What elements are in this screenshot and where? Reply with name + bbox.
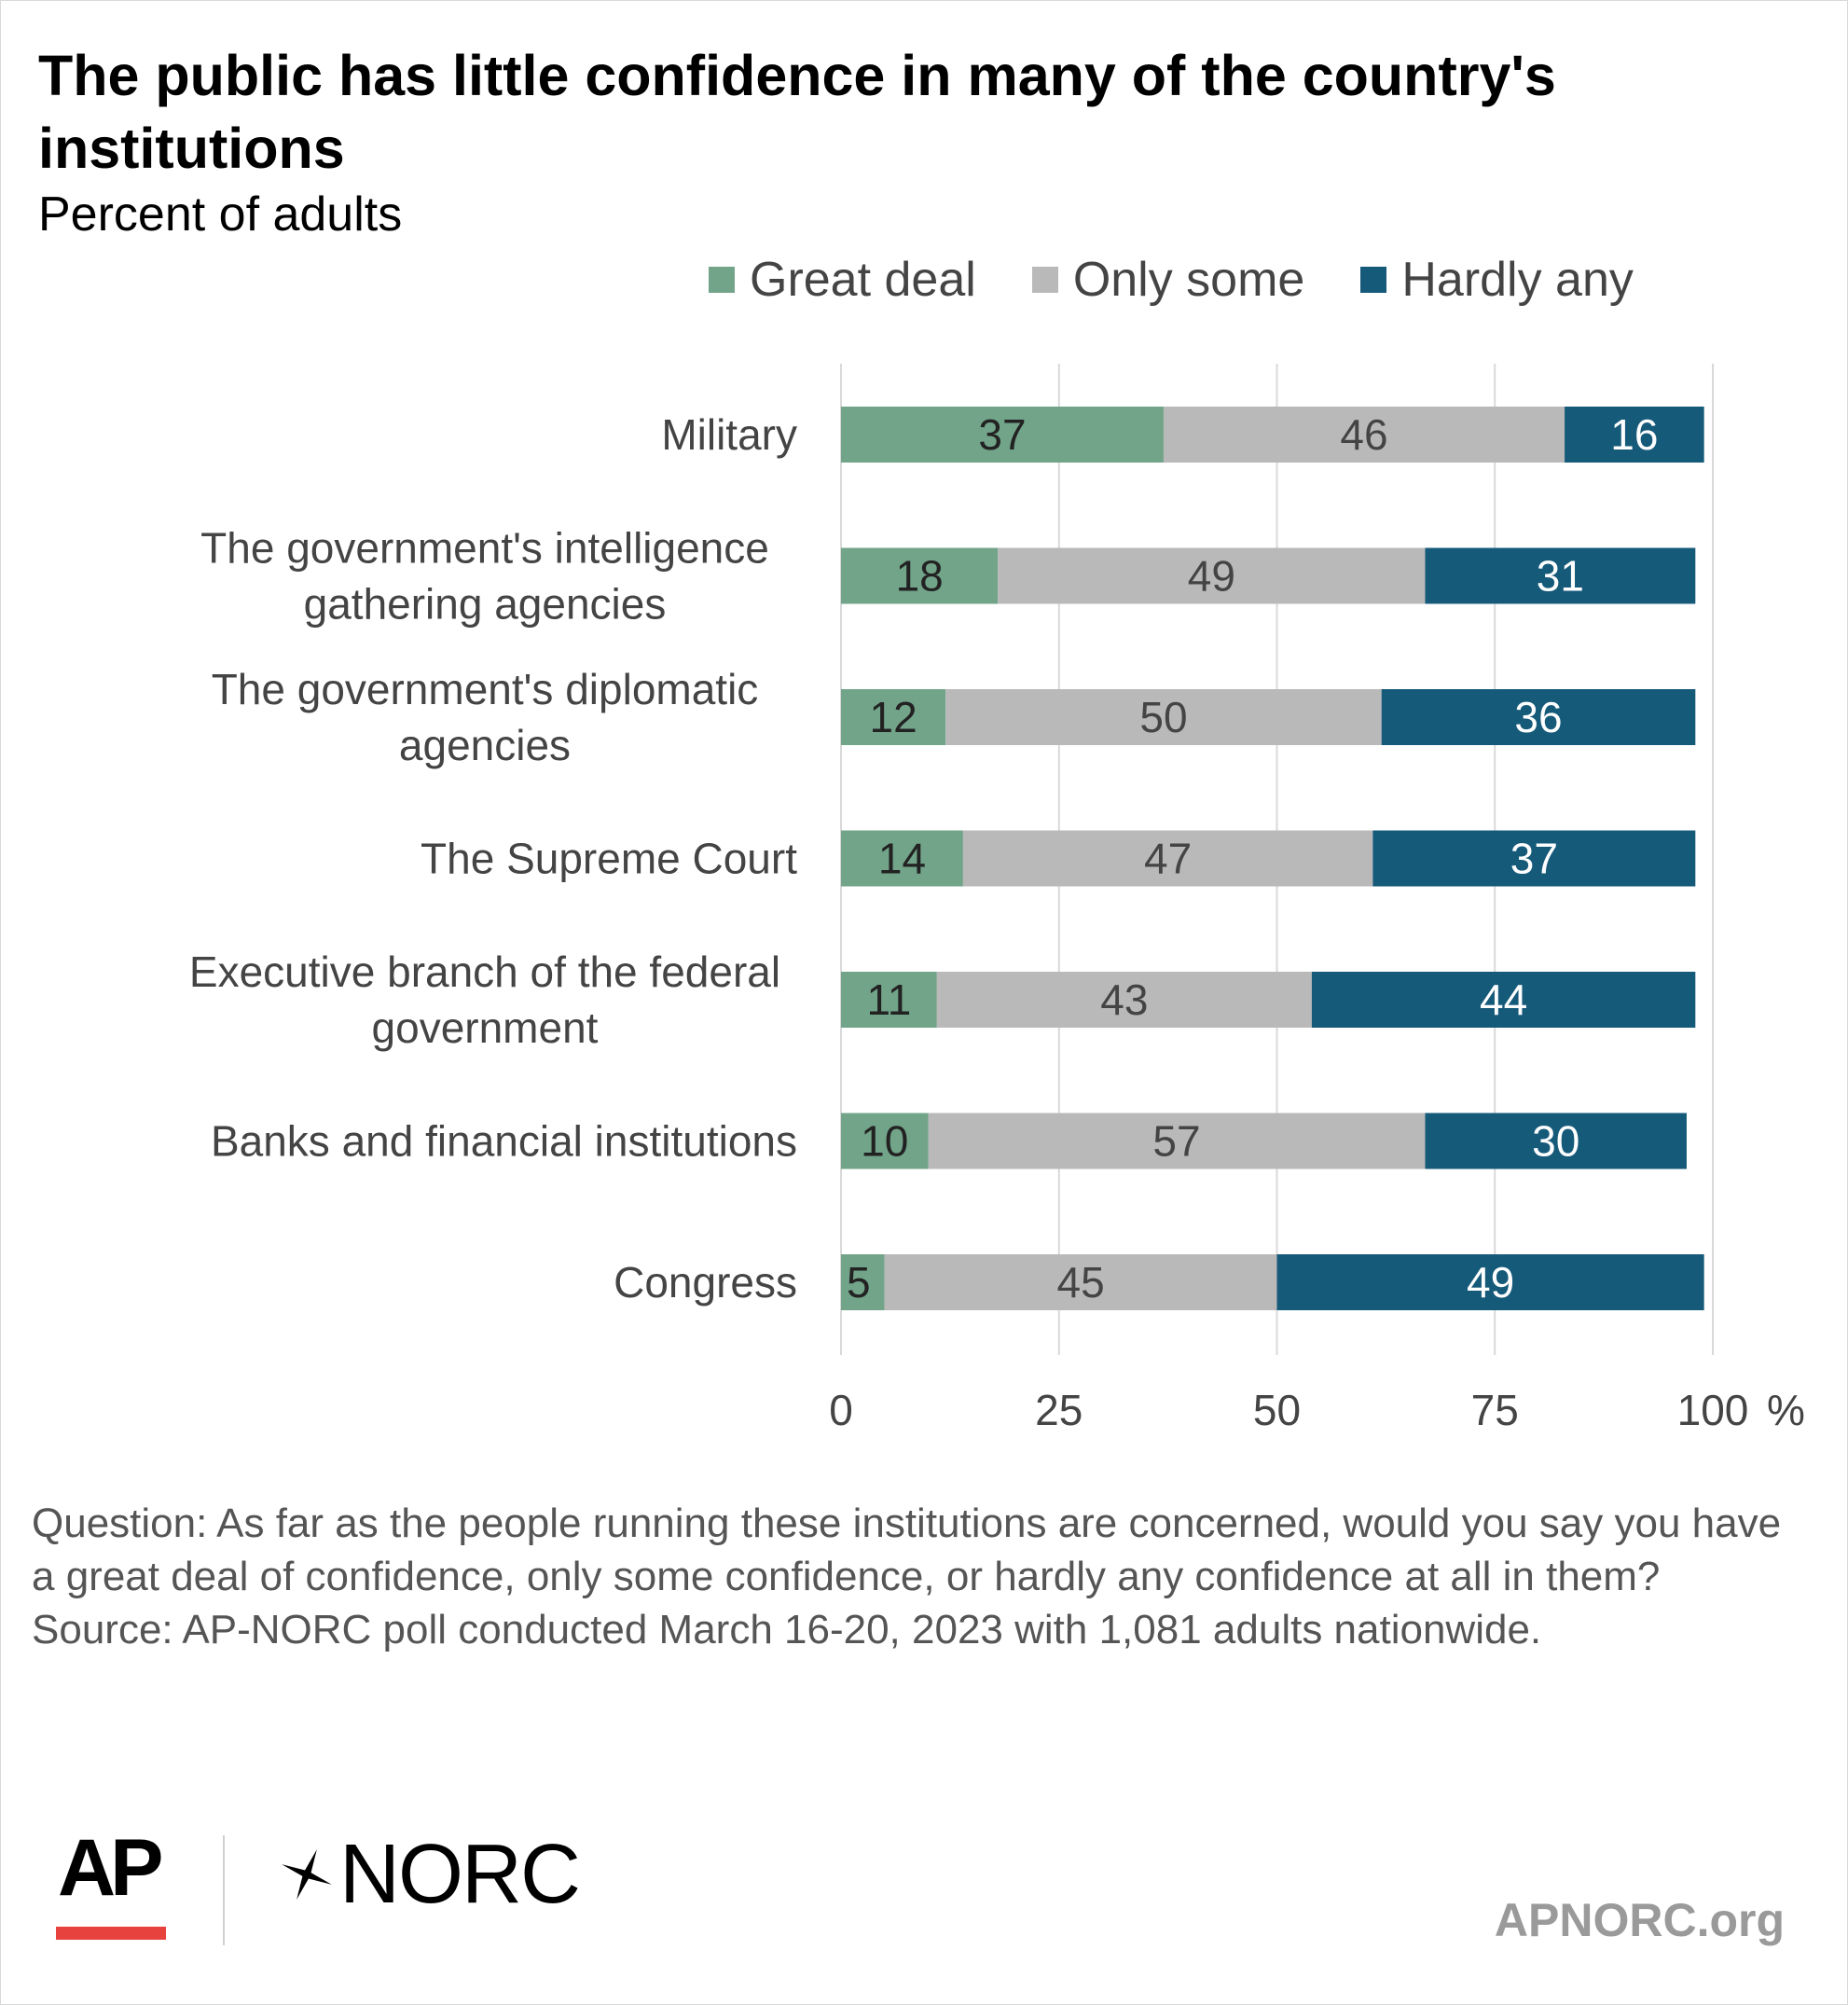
bar-value-label: 10	[861, 1117, 908, 1166]
legend-swatch-only-some	[1031, 267, 1058, 293]
ap-logo-bar	[56, 1927, 166, 1940]
bar-segment	[945, 689, 1382, 745]
bar-segment	[1381, 689, 1696, 745]
bar-segment	[928, 1113, 1426, 1169]
chart-title: The public has little confidence in many…	[38, 44, 1556, 180]
ap-logo-text: AP	[58, 1823, 163, 1913]
norc-logo: NORC	[276, 1828, 581, 1921]
logo-divider	[223, 1835, 225, 1945]
chart-subtitle: Percent of adults	[38, 187, 403, 242]
bar-segment	[998, 547, 1426, 604]
bar-segment	[1276, 1254, 1704, 1310]
legend-label-only-some: Only some	[1072, 253, 1305, 307]
bar-segment	[1311, 972, 1696, 1028]
bar-value-label: 16	[1610, 410, 1658, 459]
x-axis-unit: %	[1767, 1386, 1805, 1434]
bar-value-label: 31	[1537, 552, 1584, 601]
site-url: APNORC.org	[1494, 1894, 1785, 1946]
bar-value-label: 37	[1510, 835, 1558, 883]
bar-segment	[884, 1254, 1277, 1310]
bar-value-label: 45	[1057, 1258, 1105, 1307]
ap-logo: AP	[56, 1823, 166, 1940]
x-tick-label: 25	[1035, 1386, 1083, 1434]
legend-item-only-some: Only some	[1031, 252, 1305, 308]
category-label: Military	[661, 410, 797, 459]
bar-segment	[1425, 547, 1696, 604]
bar-segment	[841, 972, 937, 1028]
legend-label-hardly-any: Hardly any	[1401, 253, 1634, 307]
bar-value-label: 50	[1139, 693, 1187, 741]
legend-swatch-hardly-any	[1360, 267, 1387, 293]
footnote-source: Source: AP-NORC poll conducted March 16-…	[32, 1607, 1542, 1652]
bar-value-label: 49	[1467, 1258, 1514, 1307]
bar-value-label: 47	[1144, 835, 1192, 883]
footnote: Question: As far as the people running t…	[32, 1497, 1803, 1656]
bar-segment	[1372, 830, 1696, 887]
bar-value-label: 43	[1100, 975, 1148, 1024]
bar-segment	[841, 1113, 929, 1169]
footnote-question: Question: As far as the people running t…	[32, 1500, 1782, 1599]
bar-segment	[841, 1254, 885, 1310]
bar-segment	[841, 407, 1164, 463]
legend-item-hardly-any: Hardly any	[1360, 252, 1634, 308]
x-tick-label: 0	[829, 1386, 853, 1434]
bar-segment	[841, 547, 999, 604]
bar-segment	[841, 830, 963, 887]
category-label: Executive branch of the federal governmen…	[189, 947, 780, 1052]
bar-segment	[1163, 407, 1565, 463]
legend-swatch-great-deal	[709, 267, 735, 293]
x-tick-label: 50	[1253, 1386, 1301, 1434]
bar-value-label: 30	[1532, 1117, 1579, 1166]
bar-value-label: 12	[870, 693, 917, 741]
category-label: The Supreme Court	[421, 835, 797, 883]
norc-logo-text: NORC	[339, 1828, 581, 1921]
bar-value-label: 37	[978, 410, 1026, 459]
bar-value-label: 14	[878, 835, 926, 883]
bar-value-label: 57	[1152, 1117, 1200, 1166]
bar-value-label: 49	[1188, 552, 1235, 601]
bar-value-label: 18	[896, 552, 944, 601]
x-tick-label: 75	[1471, 1386, 1519, 1434]
category-label: Banks and financial institutions	[211, 1117, 797, 1166]
category-label: The government's intelligence gathering a…	[200, 524, 769, 629]
bar-chart: 0 25 50 75 100 % Military 37 46 16 The government'…	[189, 364, 1805, 1434]
bar-value-label: 11	[867, 975, 912, 1024]
bar-value-label: 46	[1340, 410, 1387, 459]
bar-segment	[936, 972, 1312, 1028]
bar-segment	[1565, 407, 1704, 463]
bar-segment	[962, 830, 1373, 887]
bar-value-label: 44	[1480, 975, 1527, 1024]
bar-value-label: 5	[847, 1258, 871, 1307]
legend-item-great-deal: Great deal	[709, 252, 976, 308]
bar-value-label: 36	[1514, 693, 1562, 741]
bar-segment	[841, 689, 946, 745]
x-tick-label: 100	[1677, 1386, 1749, 1434]
legend-label-great-deal: Great deal	[750, 253, 976, 307]
bar-segment	[1425, 1113, 1687, 1169]
legend: Great deal Only some Hardly any	[709, 250, 1689, 310]
star-icon	[282, 1849, 332, 1900]
category-label: The government's diplomatic agencies	[212, 665, 759, 769]
category-label: Congress	[614, 1258, 797, 1307]
